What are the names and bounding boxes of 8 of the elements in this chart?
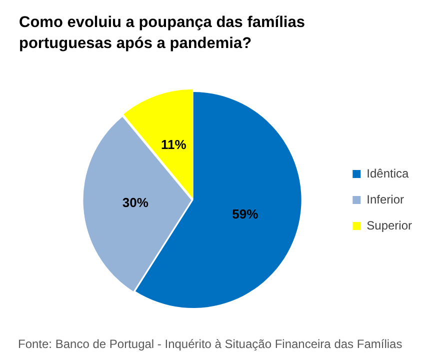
data-label: 11%: [161, 137, 187, 152]
legend-label: Inferior: [366, 192, 404, 206]
legend-label: Idêntica: [366, 166, 409, 180]
legend-label: Superior: [366, 218, 412, 232]
chart-title: Como evoluiu a poupança das famílias portuguesas após a pandemia?: [19, 13, 306, 54]
data-label: 59%: [232, 206, 259, 222]
data-label: 30%: [122, 195, 149, 210]
source-note: Fonte: Banco de Portugal - Inquérito à Situação Financeira das Famílias: [18, 337, 402, 351]
